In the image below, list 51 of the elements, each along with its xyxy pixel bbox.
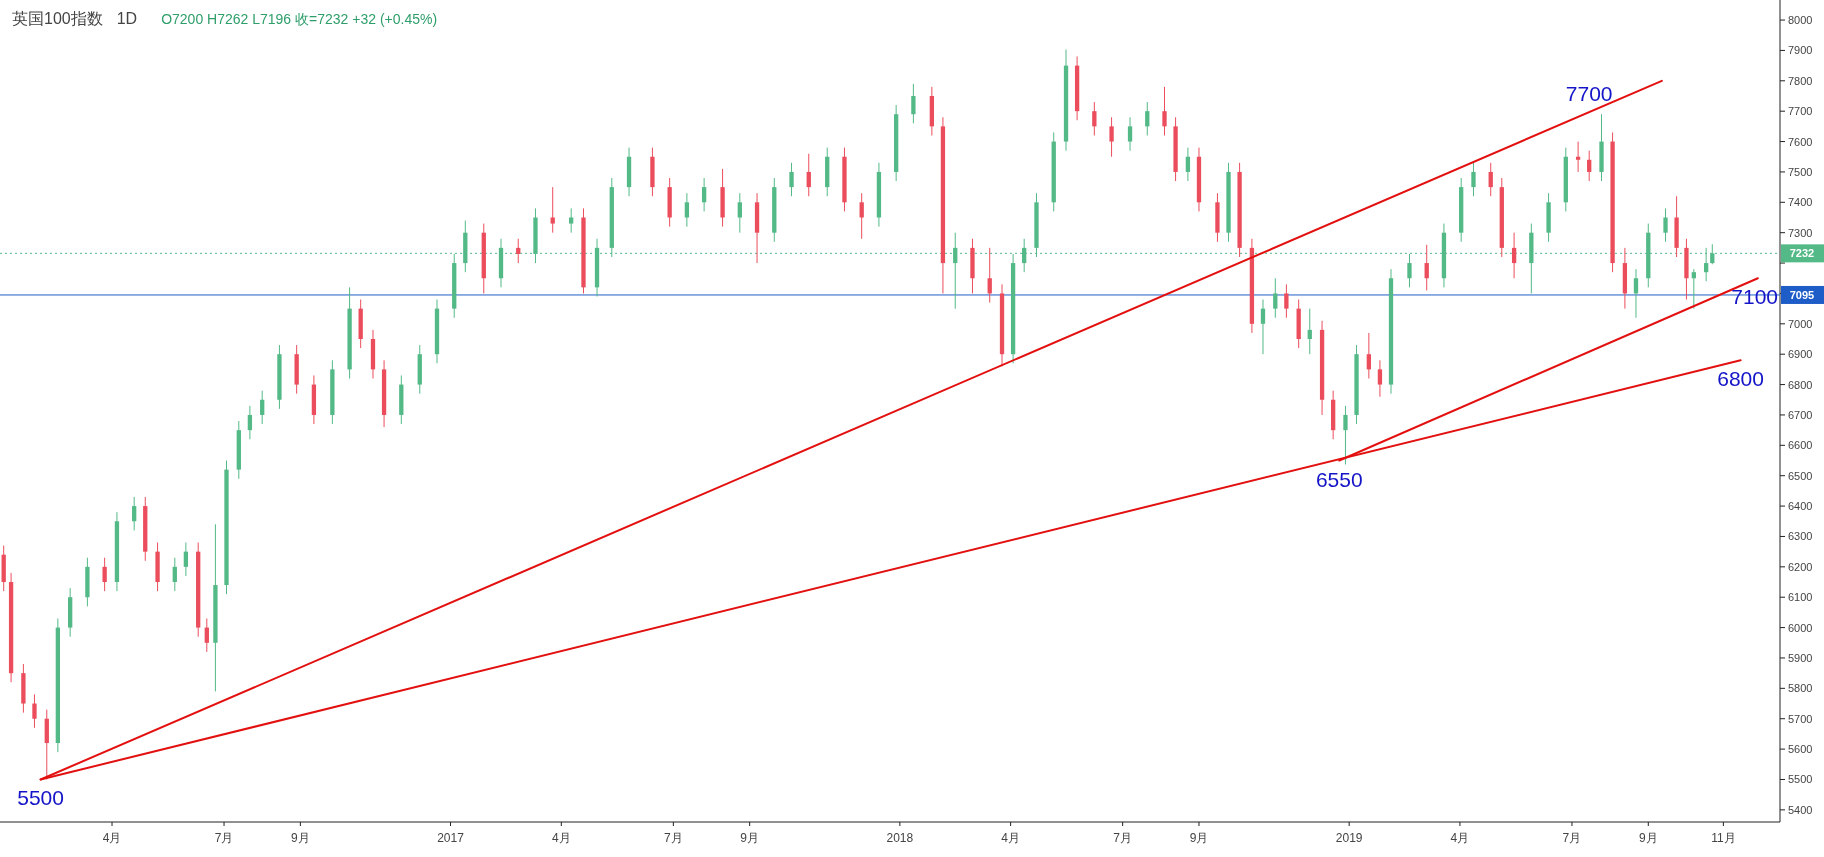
x-tick-label: 7月 (1113, 831, 1132, 845)
y-tick-label: 6700 (1788, 408, 1813, 421)
y-tick-label: 7500 (1788, 165, 1813, 178)
x-tick-label: 11月 (1711, 831, 1736, 845)
y-tick-label: 6400 (1788, 500, 1813, 513)
annotation: 7700 (1565, 82, 1613, 106)
y-tick-label: 6300 (1788, 530, 1813, 543)
x-tick-label: 9月 (740, 831, 760, 845)
x-tick-label: 2018 (886, 831, 914, 845)
y-tick-label: 5500 (1788, 773, 1813, 786)
annotation: 6550 (1315, 467, 1363, 491)
x-tick-label: 7月 (214, 831, 234, 845)
y-tick-label: 6100 (1788, 591, 1813, 604)
x-tick-label: 2017 (437, 831, 465, 845)
y-tick-label: 8000 (1788, 14, 1813, 27)
annotation: 5500 (17, 786, 64, 810)
x-tick-label: 9月 (1189, 831, 1209, 845)
x-tick-label: 4月 (1450, 831, 1470, 845)
y-tick-label: 6200 (1788, 560, 1813, 573)
y-tick-label: 5800 (1788, 682, 1813, 695)
y-tick-label: 7800 (1788, 74, 1813, 87)
y-tick-label: 5600 (1788, 743, 1813, 756)
x-tick-label: 2019 (1335, 831, 1363, 845)
y-tick-label: 7700 (1788, 105, 1813, 118)
y-tick-label: 5900 (1788, 651, 1813, 664)
y-tick-label: 7600 (1788, 135, 1813, 148)
y-tick-label: 6800 (1788, 378, 1813, 391)
y-tick-label: 7300 (1788, 226, 1813, 239)
y-tick-label: 5700 (1788, 712, 1813, 725)
annotation: 6800 (1717, 367, 1764, 391)
y-tick-label: 6600 (1788, 439, 1813, 452)
x-tick-label: 4月 (102, 831, 122, 845)
annotation: O7200 H7262 L7196 收=7232 +32 (+0.45%) (161, 11, 438, 27)
x-tick-label: 4月 (551, 831, 571, 845)
y-tick-label: 5400 (1788, 803, 1813, 816)
x-tick-label: 7月 (1562, 831, 1582, 845)
x-tick-label: 9月 (291, 831, 310, 845)
y-tick-label: 6000 (1788, 621, 1813, 634)
y-tick-label: 7400 (1788, 196, 1813, 209)
x-tick-label: 4月 (1001, 831, 1020, 845)
ref-line-label: 7095 (1789, 288, 1815, 301)
x-tick-label: 9月 (1638, 831, 1658, 845)
y-tick-label: 6900 (1788, 348, 1813, 361)
y-tick-label: 6500 (1788, 469, 1813, 482)
y-tick-label: 7900 (1788, 44, 1813, 57)
y-tick-label: 7000 (1788, 317, 1813, 330)
annotation: 7100 (1731, 285, 1778, 309)
text: 英国100指数 (12, 10, 103, 27)
annotation: 1D (116, 10, 138, 27)
ref-line-label: 7232 (1789, 247, 1815, 260)
x-tick-label: 7月 (664, 831, 683, 845)
